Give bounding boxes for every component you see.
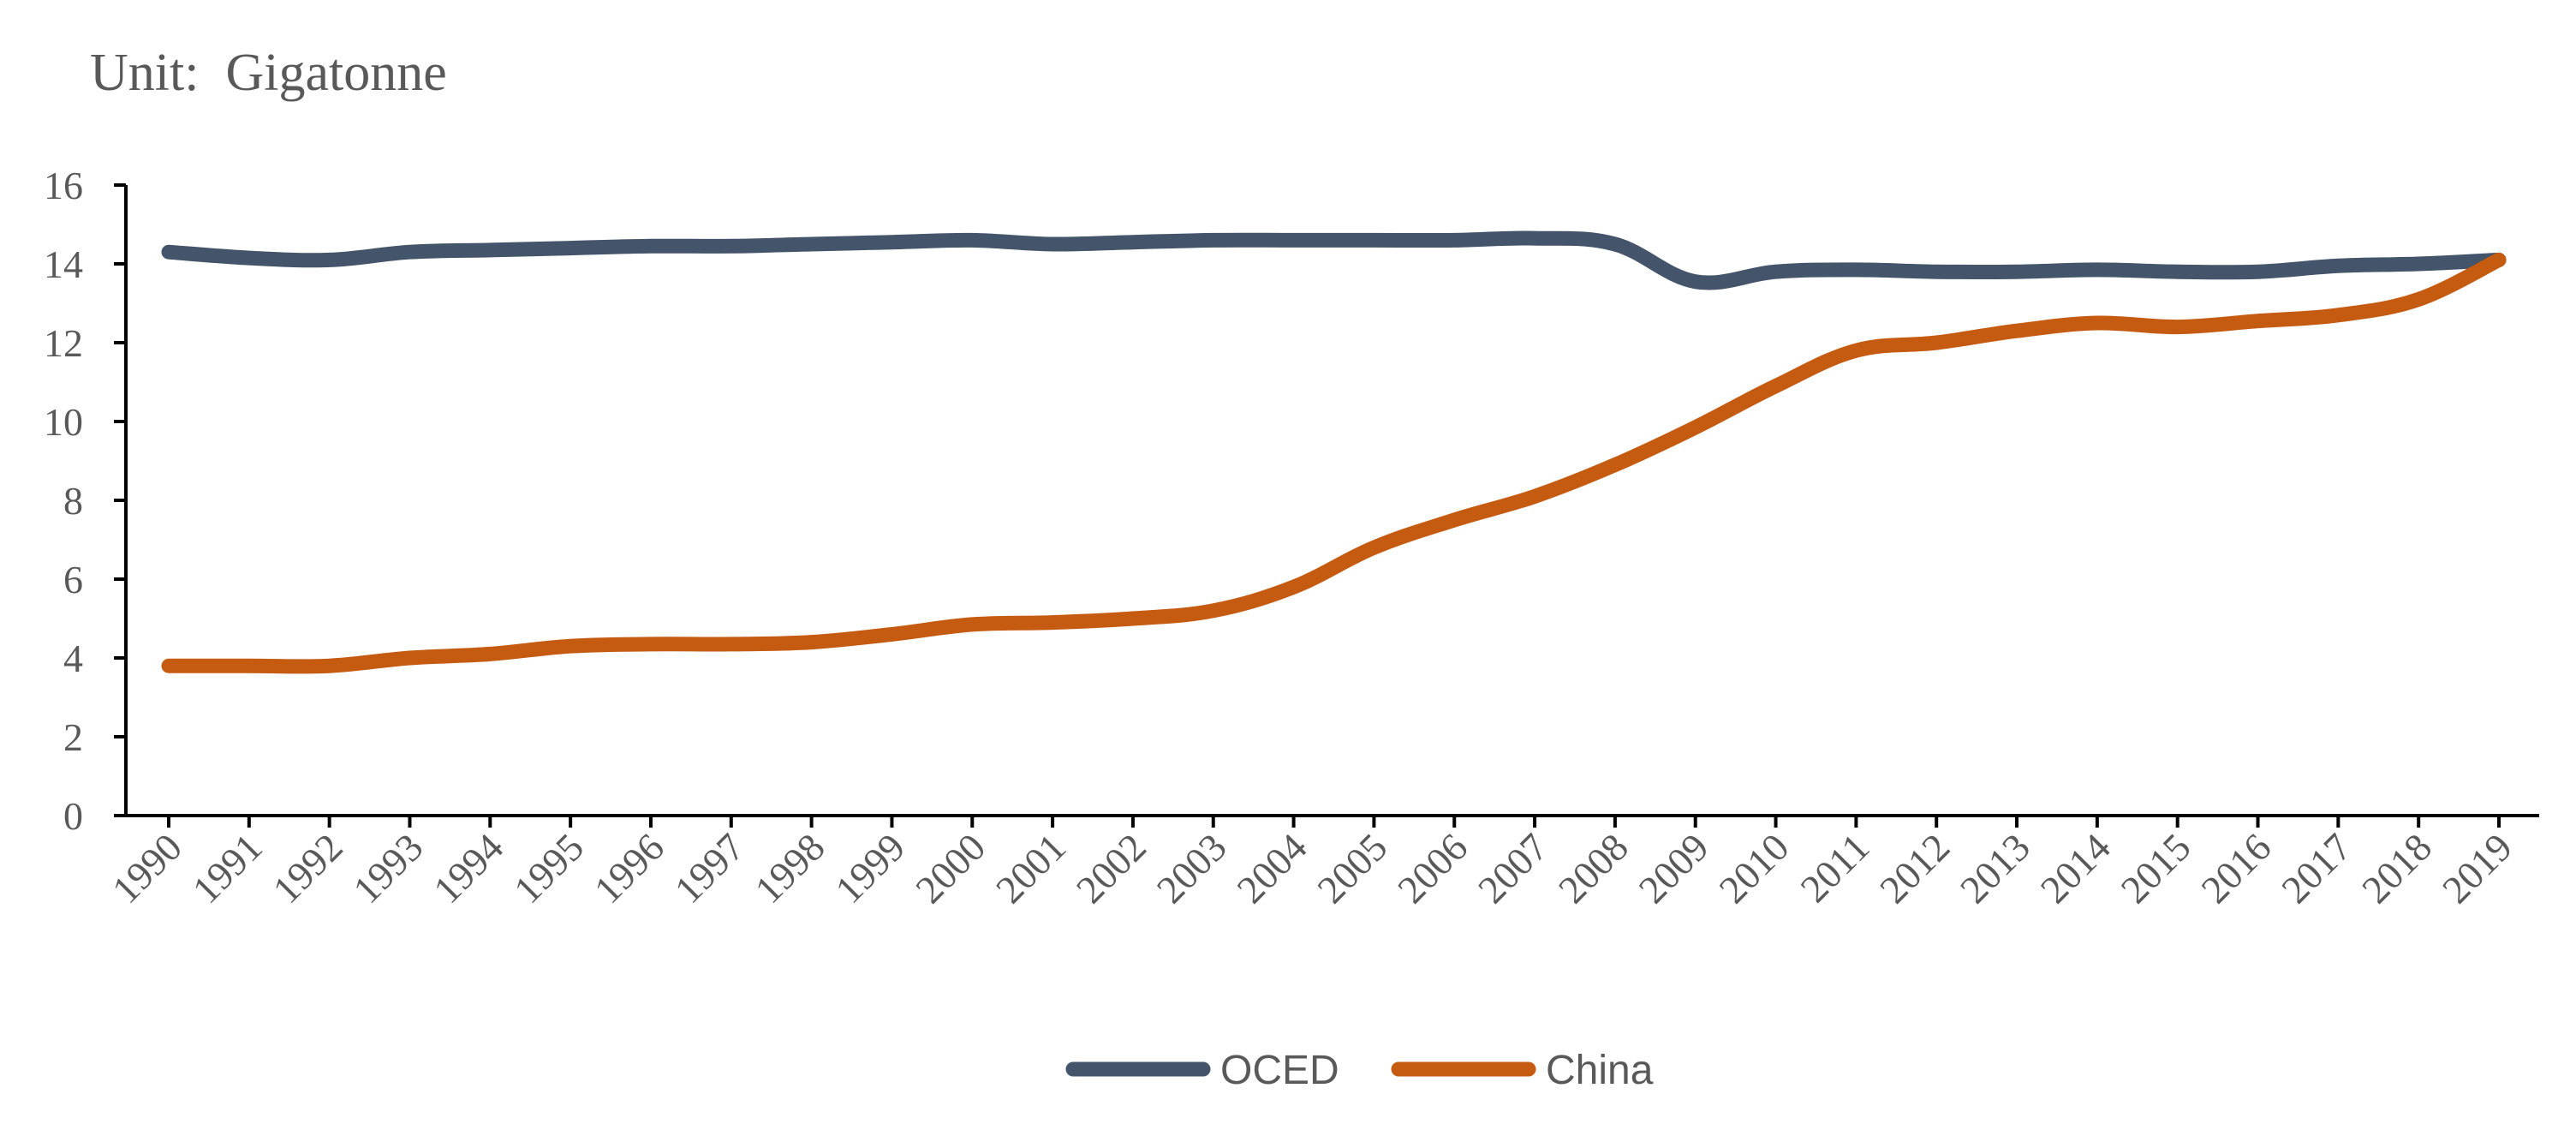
x-tick-label: 1996 <box>586 825 672 912</box>
legend-label-oced: OCED <box>1220 1048 1339 1093</box>
y-axis-ticks: 0 2 4 6 8 10 12 14 16 <box>44 164 126 838</box>
x-tick-label: 2017 <box>2273 825 2359 912</box>
x-tick-label: 2018 <box>2353 825 2440 912</box>
x-tick-label: 2007 <box>1470 825 1556 912</box>
unit-label: Unit: Gigatonne <box>90 44 447 102</box>
y-tick-label: 8 <box>63 479 83 523</box>
series-line-china <box>161 252 2507 674</box>
x-tick-label: 2004 <box>1229 825 1315 912</box>
x-tick-label: 2010 <box>1711 825 1798 912</box>
y-tick-label: 10 <box>44 400 83 444</box>
x-tick-label: 1995 <box>505 825 592 912</box>
x-tick-label: 2013 <box>1952 825 2038 912</box>
x-tick-label: 2016 <box>2192 825 2279 912</box>
x-tick-label: 1999 <box>826 825 913 912</box>
x-tick-label: 2003 <box>1148 825 1235 912</box>
x-tick-label: 1998 <box>747 825 833 912</box>
x-tick-label: 2000 <box>907 825 993 912</box>
y-tick-label: 14 <box>44 242 83 286</box>
x-tick-label: 2009 <box>1631 825 1717 912</box>
x-tick-label: 1994 <box>425 825 511 912</box>
y-tick-label: 4 <box>63 637 83 680</box>
x-tick-label: 2019 <box>2434 825 2520 912</box>
series-line-oced <box>161 230 2507 290</box>
legend: OCED China <box>1065 1048 1654 1093</box>
legend-label-china: China <box>1546 1048 1654 1093</box>
x-tick-label: 2008 <box>1550 825 1637 912</box>
axes <box>124 185 2539 817</box>
y-tick-label: 16 <box>44 164 83 207</box>
y-tick-label: 12 <box>44 321 83 365</box>
x-tick-label: 2015 <box>2113 825 2199 912</box>
y-tick-label: 0 <box>63 794 83 838</box>
x-tick-label: 2001 <box>987 825 1074 912</box>
x-tick-label: 2011 <box>1792 825 1878 911</box>
y-tick-label: 2 <box>63 715 83 759</box>
x-axis-ticks: 1990199119921993199419951996199719981999… <box>104 816 2520 912</box>
series-layer <box>161 230 2507 674</box>
x-tick-label: 2012 <box>1871 825 1958 912</box>
x-tick-label: 1990 <box>104 825 190 912</box>
x-tick-label: 2002 <box>1068 825 1154 912</box>
x-tick-label: 2005 <box>1309 825 1395 912</box>
x-tick-label: 1991 <box>184 825 271 912</box>
x-tick-label: 1997 <box>666 825 753 912</box>
x-tick-label: 1993 <box>344 825 431 912</box>
x-tick-label: 1992 <box>265 825 351 912</box>
y-tick-label: 6 <box>63 558 83 601</box>
x-tick-label: 2006 <box>1389 825 1476 912</box>
x-tick-label: 2014 <box>2032 825 2119 912</box>
